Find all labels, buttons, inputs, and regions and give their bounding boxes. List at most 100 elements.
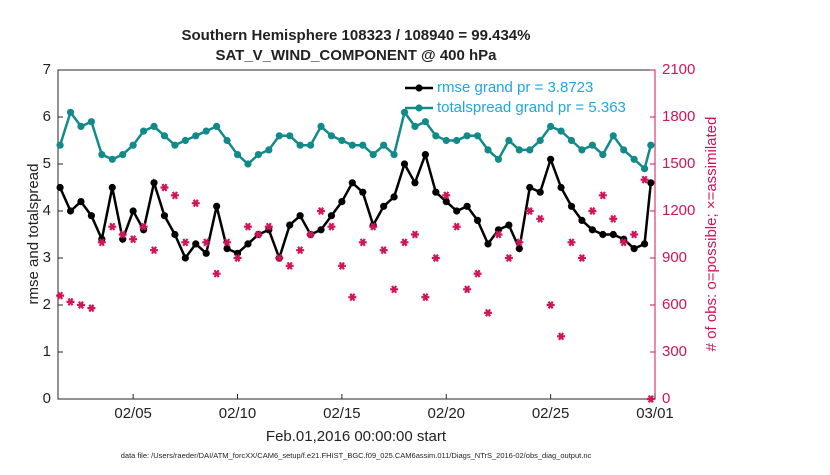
point: [56, 183, 64, 192]
point: [526, 183, 534, 192]
obs-marker: [536, 214, 545, 223]
point: [213, 202, 221, 210]
obs-marker: [484, 308, 493, 317]
point: [119, 151, 127, 159]
point: [484, 146, 492, 154]
y-tick-label: 0: [43, 390, 51, 407]
obs-marker: [515, 238, 524, 247]
legend-marker: [415, 84, 423, 92]
x-tick-label: 03/01: [636, 405, 674, 422]
point: [536, 136, 544, 145]
point: [181, 136, 189, 145]
point: [630, 245, 638, 253]
obs-marker: [233, 253, 242, 263]
point: [647, 141, 655, 149]
obs-marker: [285, 261, 294, 270]
point: [348, 179, 356, 187]
point: [202, 249, 210, 257]
obs-marker: [646, 394, 655, 404]
point: [56, 141, 64, 149]
point: [647, 179, 655, 187]
point: [338, 136, 346, 145]
obs-marker: [463, 285, 472, 294]
obs-marker: [191, 199, 200, 208]
series-line: [58, 109, 653, 171]
point: [599, 230, 607, 239]
obs-marker: [452, 222, 461, 231]
point: [233, 151, 242, 159]
point: [306, 141, 315, 149]
point: [536, 188, 544, 196]
obs-marker: [223, 238, 232, 247]
obs-marker: [619, 238, 628, 247]
obs-marker: [254, 230, 263, 239]
obs-marker: [630, 230, 639, 239]
obs-marker: [56, 291, 65, 300]
obs-marker: [264, 222, 273, 231]
point: [578, 146, 586, 154]
y2-tick-label: 2100: [662, 61, 695, 78]
point: [505, 136, 513, 145]
point: [620, 146, 628, 154]
point: [609, 230, 617, 239]
point: [463, 132, 471, 140]
x-tick-label: 02/05: [114, 405, 152, 422]
point: [171, 141, 179, 149]
point: [213, 122, 221, 130]
point: [453, 136, 461, 145]
x-tick-label: 02/10: [219, 405, 257, 422]
y2-axis-label: # of obs: o=possible; ×=assimilated: [703, 117, 720, 352]
obs-marker: [369, 222, 378, 231]
obs-marker: [431, 253, 440, 263]
y-tick-label: 1: [43, 343, 51, 360]
point: [77, 122, 85, 130]
point: [244, 240, 252, 248]
point: [348, 141, 356, 149]
point: [411, 179, 419, 187]
point: [327, 132, 336, 140]
point: [317, 226, 325, 234]
point: [139, 127, 148, 135]
point: [244, 160, 252, 168]
point: [66, 207, 75, 215]
series-line: [58, 150, 653, 262]
point: [265, 146, 273, 154]
point: [369, 151, 377, 159]
legend-label: totalspread grand pr = 5.363: [437, 99, 626, 116]
point: [254, 151, 262, 159]
point: [359, 188, 367, 196]
obs-marker: [66, 297, 75, 306]
obs-marker: [243, 222, 252, 231]
point: [473, 132, 482, 140]
y-tick-label: 4: [43, 202, 51, 219]
point: [515, 245, 523, 253]
point: [588, 226, 596, 234]
point: [160, 212, 169, 220]
plot-area: [57, 69, 656, 400]
point: [421, 151, 429, 159]
obs-marker: [118, 230, 127, 239]
point: [640, 165, 649, 173]
point: [453, 207, 461, 215]
obs-marker: [379, 246, 388, 255]
point: [192, 132, 200, 140]
point: [463, 202, 471, 210]
point: [411, 122, 419, 130]
point: [171, 230, 179, 239]
point: [359, 141, 367, 149]
point: [432, 132, 440, 140]
point: [442, 198, 450, 206]
y-axis-label: rmse and totalspread: [25, 164, 42, 305]
y-tick-label: 3: [43, 249, 51, 266]
obs-marker: [202, 238, 211, 247]
point: [599, 151, 607, 159]
obs-marker: [557, 332, 566, 341]
point: [129, 207, 137, 215]
obs-marker: [181, 238, 190, 247]
obs-marker: [504, 253, 513, 263]
point: [338, 198, 346, 206]
obs-marker: [97, 238, 106, 247]
obs-marker: [546, 300, 555, 310]
point: [442, 136, 450, 145]
point: [557, 183, 565, 192]
